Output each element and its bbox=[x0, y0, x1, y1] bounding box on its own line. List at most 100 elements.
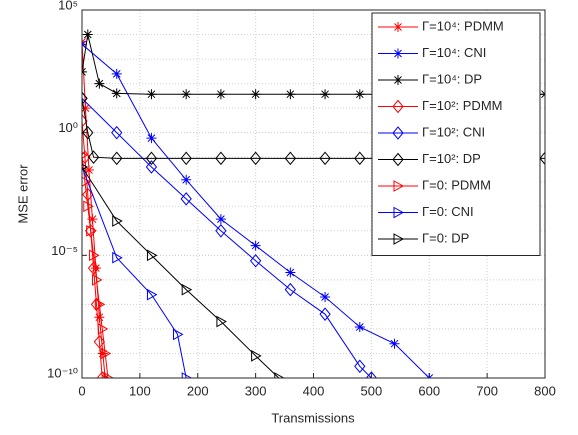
series-line bbox=[82, 166, 280, 378]
x-axis-label: Transmissions bbox=[271, 410, 355, 425]
marker bbox=[94, 78, 105, 89]
marker bbox=[82, 187, 94, 202]
marker bbox=[354, 359, 366, 374]
marker bbox=[251, 349, 262, 362]
legend-label: Γ=10²: PDMM bbox=[422, 98, 502, 113]
marker bbox=[393, 48, 403, 59]
marker bbox=[181, 89, 192, 100]
marker bbox=[215, 151, 227, 166]
marker bbox=[354, 151, 366, 166]
marker bbox=[274, 372, 285, 378]
series-line bbox=[82, 166, 187, 378]
marker bbox=[354, 321, 365, 332]
marker bbox=[319, 151, 331, 166]
legend-label: Γ=10⁴: DP bbox=[422, 71, 482, 86]
marker bbox=[82, 176, 91, 187]
marker bbox=[97, 323, 109, 335]
marker bbox=[146, 133, 157, 144]
x-tick-label: 300 bbox=[245, 383, 267, 398]
marker bbox=[249, 253, 262, 268]
marker bbox=[215, 89, 226, 100]
marker bbox=[145, 160, 158, 174]
marker bbox=[83, 200, 94, 213]
marker bbox=[112, 251, 123, 264]
marker bbox=[97, 348, 108, 359]
legend-label: Γ=10⁴: PDMM bbox=[422, 18, 504, 33]
axes-box bbox=[81, 9, 546, 379]
x-tick-label: 500 bbox=[361, 383, 383, 398]
marker bbox=[146, 249, 158, 262]
marker bbox=[85, 224, 97, 238]
marker bbox=[96, 371, 108, 378]
marker bbox=[249, 151, 262, 166]
series-line bbox=[82, 41, 106, 378]
marker bbox=[320, 89, 331, 100]
legend-label: Γ=10²: DP bbox=[422, 151, 481, 166]
y-tick-label: 10⁰ bbox=[58, 120, 78, 135]
marker bbox=[319, 307, 331, 321]
x-tick-label: 600 bbox=[418, 383, 440, 398]
marker bbox=[82, 150, 91, 164]
marker bbox=[180, 192, 192, 206]
marker bbox=[392, 152, 404, 167]
marker bbox=[393, 75, 403, 85]
marker bbox=[89, 249, 100, 262]
marker bbox=[365, 371, 378, 378]
series-line bbox=[82, 155, 109, 378]
legend-label: Γ=10⁴: CNI bbox=[422, 45, 486, 60]
legend-label: Γ=0: DP bbox=[422, 230, 469, 245]
marker bbox=[94, 312, 105, 323]
marker bbox=[181, 174, 192, 185]
marker bbox=[181, 283, 193, 296]
x-tick-label: 700 bbox=[476, 383, 498, 398]
marker bbox=[90, 263, 101, 274]
series-line bbox=[82, 120, 103, 378]
x-tick-label: 100 bbox=[129, 383, 151, 398]
marker bbox=[393, 233, 405, 245]
marker bbox=[87, 261, 100, 275]
marker bbox=[87, 150, 100, 164]
marker bbox=[146, 288, 158, 301]
marker bbox=[393, 180, 405, 192]
legend-label: Γ=0: PDMM bbox=[422, 177, 491, 192]
marker bbox=[181, 372, 193, 378]
y-tick-label: 10⁻¹⁰ bbox=[47, 365, 78, 380]
marker bbox=[91, 274, 103, 286]
y-tick-label: 10⁵ bbox=[58, 0, 78, 12]
marker bbox=[392, 99, 404, 114]
legend: Γ=10⁴: PDMM Γ=10⁴: CNI Γ=10⁴: DP Γ=10²: PDM… bbox=[371, 12, 541, 256]
marker bbox=[215, 214, 226, 225]
legend-label: Γ=0: CNI bbox=[422, 204, 474, 219]
marker bbox=[82, 29, 93, 40]
marker bbox=[111, 125, 123, 140]
marker bbox=[111, 68, 122, 79]
marker bbox=[93, 334, 106, 349]
marker bbox=[285, 267, 296, 278]
marker bbox=[145, 151, 158, 166]
legend-label: Γ=10²: CNI bbox=[422, 124, 485, 139]
marker bbox=[172, 328, 184, 341]
y-tick-label: 10⁻⁵ bbox=[51, 243, 78, 258]
marker bbox=[539, 151, 545, 166]
marker bbox=[250, 89, 261, 100]
x-tick-label: 800 bbox=[534, 383, 556, 398]
marker bbox=[320, 292, 331, 303]
x-tick-label: 0 bbox=[78, 383, 85, 398]
marker bbox=[100, 347, 112, 360]
marker bbox=[111, 151, 123, 166]
marker bbox=[284, 282, 297, 297]
marker bbox=[393, 206, 405, 219]
marker bbox=[393, 22, 403, 32]
marker bbox=[284, 151, 297, 166]
marker bbox=[389, 338, 400, 349]
marker bbox=[285, 89, 296, 100]
marker bbox=[86, 224, 97, 237]
y-axis-label: MSE error bbox=[15, 164, 30, 224]
marker bbox=[216, 315, 227, 328]
marker bbox=[112, 215, 123, 227]
x-tick-label: 400 bbox=[303, 383, 325, 398]
marker bbox=[250, 240, 261, 251]
marker bbox=[83, 165, 94, 176]
marker bbox=[82, 103, 91, 114]
